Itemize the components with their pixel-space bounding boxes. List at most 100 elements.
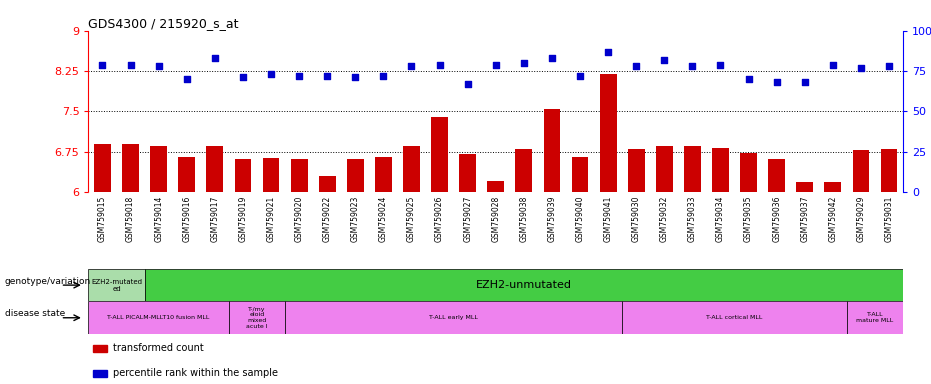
Text: GSM759022: GSM759022 [323,196,331,242]
Text: disease state: disease state [5,310,65,318]
Text: GSM759040: GSM759040 [575,196,585,242]
Text: GSM759041: GSM759041 [603,196,613,242]
Text: transformed count: transformed count [113,343,204,353]
Text: T-ALL early MLL: T-ALL early MLL [429,315,478,320]
Text: genotype/variation: genotype/variation [5,277,91,286]
Point [208,55,223,61]
Text: GSM759023: GSM759023 [351,196,359,242]
Text: T-ALL cortical MLL: T-ALL cortical MLL [707,315,762,320]
Point [404,63,419,69]
Text: T-ALL
mature MLL: T-ALL mature MLL [857,312,894,323]
Point [432,61,447,68]
Point [517,60,532,66]
Bar [487,181,505,192]
Point [600,49,615,55]
Bar [881,149,897,192]
Text: GSM759031: GSM759031 [884,196,894,242]
Bar [235,159,251,192]
Text: GSM759018: GSM759018 [126,196,135,242]
Text: GSM759028: GSM759028 [492,196,500,242]
Point [488,61,503,68]
Text: GSM759032: GSM759032 [660,196,668,242]
Bar [627,149,644,192]
Text: GSM759025: GSM759025 [407,196,416,242]
Point [319,73,334,79]
Point [151,63,166,69]
Bar [655,146,673,192]
Bar [318,176,336,192]
Text: GSM759026: GSM759026 [435,196,444,242]
Point [769,79,784,85]
Point [236,74,250,81]
Text: GSM759037: GSM759037 [801,196,809,242]
Text: GSM759027: GSM759027 [463,196,472,242]
Bar [263,158,279,192]
Point [854,65,869,71]
Bar [544,109,560,192]
Text: EZH2-mutated
ed: EZH2-mutated ed [91,279,142,291]
Bar [516,149,533,192]
Bar [572,157,588,192]
Point [123,61,138,68]
Point [797,79,812,85]
Bar [403,146,420,192]
Bar [94,144,111,192]
Bar [825,182,842,192]
Bar [853,150,870,192]
Bar [92,369,107,376]
Bar [122,144,139,192]
Bar [847,301,903,334]
Bar [207,146,223,192]
Bar [88,269,144,301]
Bar [290,159,307,192]
Bar [229,301,285,334]
Bar [622,301,847,334]
Point [826,61,841,68]
Text: GSM759024: GSM759024 [379,196,388,242]
Point [291,73,306,79]
Point [657,57,672,63]
Text: GSM759036: GSM759036 [772,196,781,242]
Point [573,73,587,79]
Text: GSM759015: GSM759015 [98,196,107,242]
Text: percentile rank within the sample: percentile rank within the sample [113,368,277,378]
Text: GSM759021: GSM759021 [266,196,276,242]
Point [685,63,700,69]
Point [460,81,475,87]
Point [376,73,391,79]
Bar [600,74,616,192]
Bar [684,146,701,192]
Text: GSM759019: GSM759019 [238,196,248,242]
Point [545,55,560,61]
Bar [431,117,448,192]
Text: EZH2-unmutated: EZH2-unmutated [476,280,572,290]
Text: GSM759017: GSM759017 [210,196,220,242]
Text: T-ALL PICALM-MLLT10 fusion MLL: T-ALL PICALM-MLLT10 fusion MLL [107,315,209,320]
Point [95,61,110,68]
Text: T-/my
eloid
mixed
acute l: T-/my eloid mixed acute l [246,306,268,329]
Bar [796,182,813,192]
Bar [768,159,785,192]
Point [713,61,728,68]
Text: GSM759016: GSM759016 [182,196,191,242]
Point [180,76,195,82]
Text: GSM759042: GSM759042 [829,196,837,242]
Bar [88,301,229,334]
Bar [375,157,392,192]
Point [348,74,363,81]
Text: GDS4300 / 215920_s_at: GDS4300 / 215920_s_at [88,17,239,30]
Text: GSM759033: GSM759033 [688,196,697,242]
Text: GSM759039: GSM759039 [547,196,557,242]
Bar [712,148,729,192]
Bar [150,146,167,192]
Bar [347,159,364,192]
Bar [179,157,196,192]
Text: GSM759038: GSM759038 [519,196,529,242]
Text: GSM759014: GSM759014 [155,196,163,242]
Text: GSM759035: GSM759035 [744,196,753,242]
Bar [285,301,622,334]
Point [741,76,756,82]
Bar [740,153,757,192]
Text: GSM759034: GSM759034 [716,196,725,242]
Text: GSM759020: GSM759020 [294,196,304,242]
